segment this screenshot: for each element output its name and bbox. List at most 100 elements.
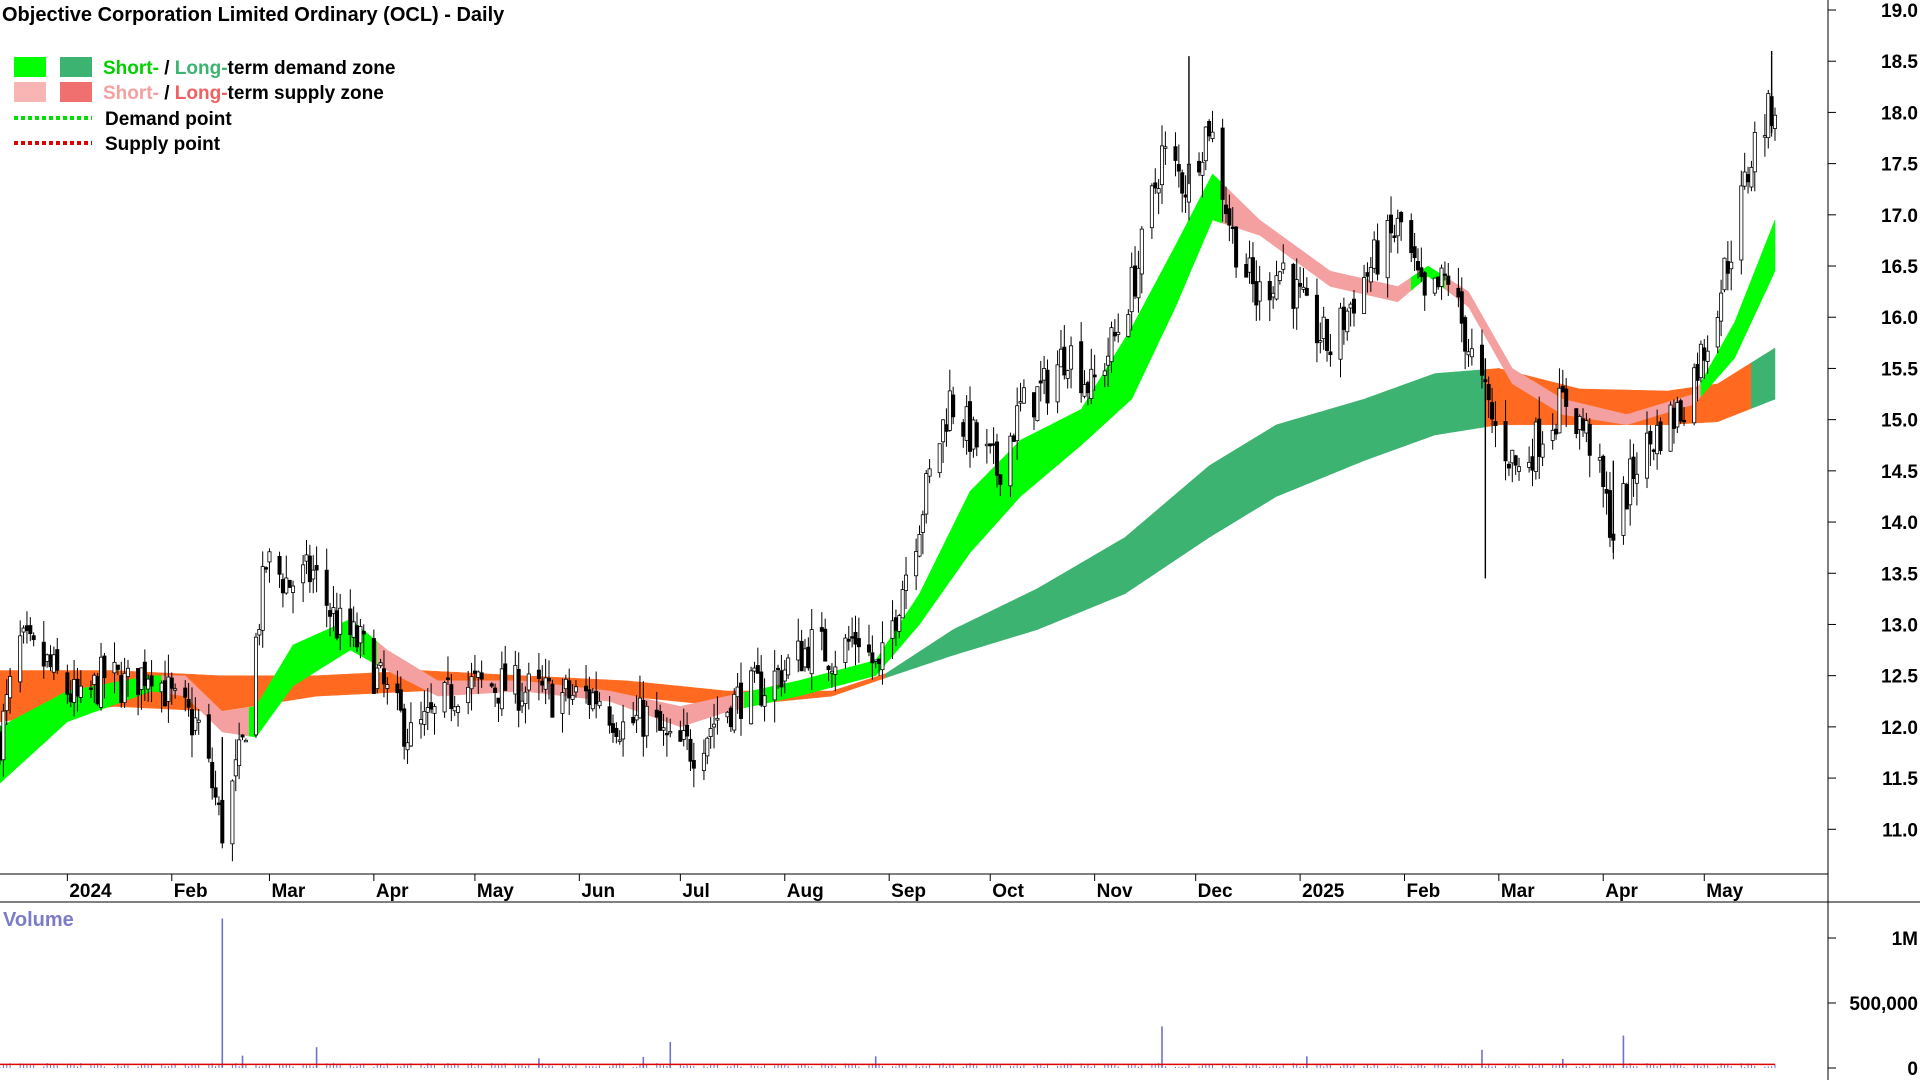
candle-body [479,672,484,680]
candle-body [304,554,309,562]
candle-body [749,670,754,725]
candle-body [1634,473,1639,484]
candle-body [163,680,168,707]
candle-body [1624,484,1629,510]
candle-body [1722,257,1727,291]
candle-body [1557,387,1562,434]
candle-body [1682,419,1687,423]
candle-body [1729,261,1734,270]
candle-body [1584,420,1589,434]
y-tick-label: 13.0 [1881,615,1918,636]
candle-body [1038,380,1043,384]
candle-body [1375,240,1380,275]
candle-body [1281,262,1286,270]
candle-body [1314,294,1319,344]
candle-body [1247,257,1252,273]
candle-body [610,723,615,733]
candle-body [159,682,164,693]
candle-body [1537,418,1542,457]
candle-body [88,687,93,690]
candle-body [762,695,767,707]
candle-body [361,630,366,635]
x-tick-label: Sep [891,881,926,902]
candle-body [1527,461,1532,468]
candle-body [1446,275,1451,285]
candle-body [759,671,764,706]
y-tick-label: 17.5 [1881,155,1918,176]
candle-body [1702,347,1707,361]
candle-body [1560,385,1565,393]
candle-body [1675,402,1680,428]
candle-body [1008,435,1013,487]
candle-body [1055,364,1060,403]
candle-body [24,625,29,631]
candle-body [419,719,424,725]
candle-body [614,727,619,737]
candle-body [1082,384,1087,397]
candle-body [1412,246,1417,259]
candle-body [257,629,262,636]
zone-bands [0,173,1776,784]
candle-body [1695,364,1700,381]
candle-body [951,394,956,418]
candle-body [398,689,403,711]
candle-body [1,710,6,761]
candle-body [688,738,693,762]
candle-body [1271,292,1276,298]
candle-body [1223,204,1228,215]
legend-demand-point: Demand point [105,109,232,130]
candle-body [914,551,919,577]
candle-body [301,564,306,584]
y-tick-label: 18.0 [1881,103,1918,124]
candle-body [567,680,572,699]
candle-body [809,629,814,675]
candle-body [570,694,575,700]
candle-body [122,672,127,704]
candle-body [442,682,447,713]
volume-axis-ticks: 0 500,000 1M [1828,929,1918,1080]
candle-body [1254,281,1259,306]
candle-body [637,697,642,719]
candle-body [112,661,117,674]
candle-body [1106,355,1111,366]
short-term-demand-zone [1700,219,1776,398]
candle-body [253,636,258,736]
candle-body [550,683,555,718]
candle-body [65,672,70,695]
candle-body [1244,264,1249,278]
candle-body [1466,351,1471,356]
candle-body [843,637,848,663]
candle-body [877,658,882,665]
candle-body [1631,456,1636,479]
candle-body [1274,275,1279,300]
candle-body [755,665,760,674]
candle-body [206,714,211,759]
candle-body [1345,310,1350,333]
candle-body [78,685,83,698]
candle-body [1065,370,1070,379]
candle-body [1129,266,1134,313]
candle-body [1348,303,1353,309]
candle-body [1506,463,1511,469]
candle-body [1298,283,1303,287]
candle-body [1085,382,1090,394]
candle-body [536,669,541,679]
candle-body [587,689,592,706]
candle-body [1725,261,1730,274]
candle-body [1432,277,1437,294]
candle-body [1180,172,1185,194]
candle-body [708,728,713,737]
y-tick-label: 12.5 [1881,667,1918,688]
candle-body [1442,273,1447,276]
candle-body [1550,429,1555,441]
candle-body [338,607,343,635]
candle-body [1762,135,1767,138]
candle-body [493,687,498,694]
candle-body [1089,368,1094,399]
y-tick-label: 17.0 [1881,206,1918,227]
candle-body [728,707,733,728]
candle-body [621,721,626,740]
candle-body [1277,271,1282,281]
candle-body [833,666,838,675]
